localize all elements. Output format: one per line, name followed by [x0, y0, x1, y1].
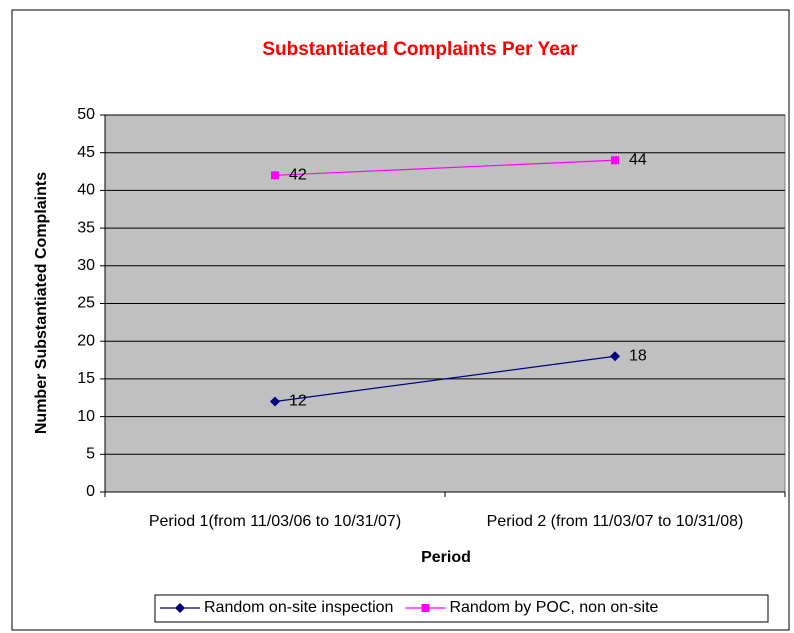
x-tick-label: Period 1(from 11/03/06 to 10/31/07) [149, 513, 401, 530]
y-tick-label: 10 [77, 408, 95, 425]
y-tick-label: 35 [77, 219, 95, 236]
legend-label: Random on-site inspection [204, 599, 393, 616]
y-tick-label: 50 [77, 106, 95, 123]
legend [154, 594, 769, 623]
legend-label: Random by POC, non on-site [449, 599, 658, 616]
marker [610, 351, 620, 362]
marker [421, 604, 430, 612]
data-label: 12 [289, 393, 307, 410]
y-axis-title: Number Substantiated Complaints [33, 172, 50, 434]
series-line [274, 355, 616, 403]
data-label: 42 [289, 167, 307, 184]
y-tick-label: 0 [86, 483, 95, 500]
marker [175, 603, 185, 613]
y-tick-label: 20 [77, 332, 95, 349]
y-tick-label: 25 [77, 295, 95, 312]
y-tick-label: 30 [77, 257, 95, 274]
data-label: 44 [629, 151, 647, 168]
series-line [274, 159, 616, 176]
chart-title: Substantiated Complaints Per Year [262, 39, 578, 60]
y-tick-label: 45 [77, 144, 95, 161]
marker [611, 156, 619, 165]
x-tick-label: Period 2 (from 11/03/07 to 10/31/08) [487, 513, 744, 530]
y-tick-label: 15 [77, 370, 95, 387]
y-tick-label: 5 [86, 446, 95, 463]
marker [271, 171, 279, 180]
y-tick-label: 40 [77, 182, 95, 199]
x-axis-title: Period [421, 549, 471, 566]
data-label: 18 [629, 347, 647, 364]
marker [270, 396, 280, 407]
